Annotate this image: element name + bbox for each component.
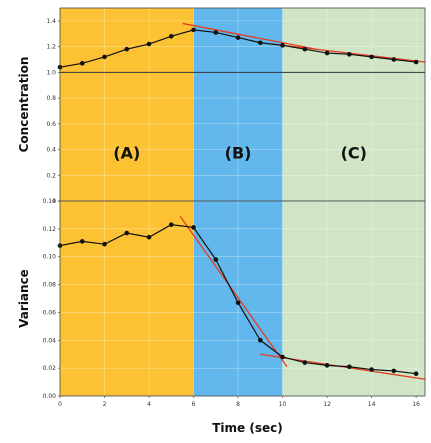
x-tick-label: 8 xyxy=(236,401,240,408)
y-axis-title: Variance xyxy=(17,269,31,328)
data-point xyxy=(324,50,330,56)
y-tick-label: 0.08 xyxy=(43,282,57,289)
y-tick-label: 0.04 xyxy=(43,337,57,344)
bottom-panel: 0.000.020.040.060.080.100.120.140 2 4 6 8 10 1… xyxy=(17,198,426,435)
data-point xyxy=(146,41,152,47)
y-tick-label: 0.00 xyxy=(43,393,57,400)
x-tick-label: 12 xyxy=(323,401,331,408)
y-tick-label: 0.4 xyxy=(46,147,56,154)
x-tick-label: 16 xyxy=(412,401,420,408)
data-point xyxy=(258,40,263,46)
x-tick-label: 0 xyxy=(58,401,62,408)
data-point xyxy=(391,57,397,62)
data-point xyxy=(258,337,263,343)
region-label: (B) xyxy=(225,144,252,163)
data-point xyxy=(102,54,107,60)
data-point xyxy=(79,61,85,66)
data-point xyxy=(413,59,419,65)
data-point xyxy=(213,257,219,262)
region-label: (C) xyxy=(341,144,367,163)
data-point xyxy=(369,54,374,60)
x-axis-title: Time (sec) xyxy=(212,421,282,435)
x-tick-label: 10 xyxy=(279,401,287,408)
data-point xyxy=(391,368,397,374)
x-tick-label: 2 xyxy=(103,401,107,408)
data-point xyxy=(168,222,174,227)
y-tick-label: 0.12 xyxy=(43,226,57,233)
data-point xyxy=(302,360,308,365)
data-point xyxy=(324,363,330,368)
x-tick-label: 6 xyxy=(192,401,196,408)
fit-line xyxy=(182,22,317,50)
data-point xyxy=(302,46,308,52)
data-point xyxy=(235,35,241,40)
top-panel: 0 0.2 0.4 0.6 0.8 1.0 1.2 1.4 (A) (B) (C) Concentra… xyxy=(17,7,426,205)
data-point xyxy=(79,239,85,244)
y-tick-label: 0.14 xyxy=(43,198,57,205)
y-tick-label: 1.2 xyxy=(46,44,56,51)
y-tick-label: 0.06 xyxy=(43,309,57,316)
region-band xyxy=(60,8,194,201)
x-tick-label: 4 xyxy=(147,401,151,408)
y-tick-label: 0 xyxy=(52,198,56,205)
y-tick-label: 0.6 xyxy=(46,121,56,128)
data-point xyxy=(347,364,352,370)
y-tick-label: 1.4 xyxy=(46,18,56,25)
y-tick-label: 0.8 xyxy=(46,95,56,102)
region-label: (A) xyxy=(113,144,140,163)
data-point xyxy=(168,34,174,39)
data-point xyxy=(369,367,374,372)
y-tick-label: 0.02 xyxy=(43,365,57,372)
x-tick-label: 14 xyxy=(368,401,376,408)
data-point xyxy=(124,230,130,236)
data-point xyxy=(280,354,285,360)
region-band xyxy=(282,8,425,201)
data-point xyxy=(146,234,152,240)
data-point xyxy=(191,225,196,230)
data-point xyxy=(102,241,107,247)
data-point xyxy=(280,43,285,48)
data-point xyxy=(347,52,352,57)
data-point xyxy=(191,27,196,33)
plot-frame xyxy=(59,200,426,397)
y-tick-label: 1.0 xyxy=(46,69,56,76)
data-point xyxy=(413,371,419,377)
y-tick-label: 0.10 xyxy=(43,254,57,261)
fit-line xyxy=(179,215,288,368)
region-band xyxy=(60,201,194,396)
y-tick-label: 0.2 xyxy=(46,172,56,179)
data-point xyxy=(124,46,130,52)
y-axis-title: Concentration xyxy=(17,57,31,153)
data-point xyxy=(235,300,241,305)
data-point xyxy=(213,30,219,35)
